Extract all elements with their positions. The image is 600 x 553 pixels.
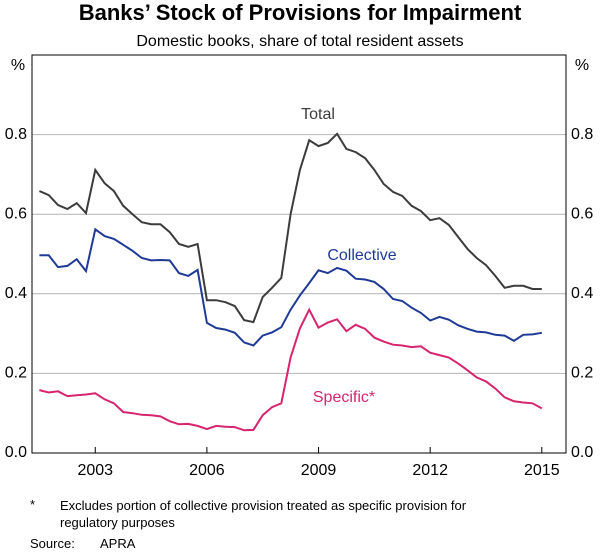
series-line <box>39 227 542 347</box>
series-label: Collective <box>327 247 396 264</box>
y2-tick-label: 0.4 <box>571 285 593 302</box>
series-line <box>39 132 542 324</box>
y2-tick-label: 0.0 <box>571 444 593 461</box>
x-tick-label: 2003 <box>77 462 113 479</box>
y-unit: % <box>11 57 25 74</box>
y2-tick-label: 0.6 <box>571 205 593 222</box>
y2-unit: % <box>575 57 589 74</box>
y2-tick-label: 0.8 <box>571 126 593 143</box>
series-label: Specific* <box>313 389 375 406</box>
y-tick-label: 0.0 <box>5 444 27 461</box>
source-label: Source: <box>30 536 75 551</box>
footnote-text: Excludes portion of collective provision… <box>60 498 467 530</box>
x-tick-label: 2015 <box>524 462 560 479</box>
x-tick-label: 2009 <box>301 462 337 479</box>
chart-subtitle: Domestic books, share of total resident … <box>136 33 463 50</box>
x-tick-label: 2012 <box>412 462 448 479</box>
x-tick-label: 2006 <box>189 462 225 479</box>
y-tick-label: 0.8 <box>5 126 27 143</box>
y2-tick-label: 0.2 <box>571 365 593 382</box>
chart: Banks’ Stock of Provisions for Impairmen… <box>5 0 594 479</box>
source-text: APRA <box>100 536 136 551</box>
plot-frame <box>31 54 567 454</box>
y-tick-label: 0.6 <box>5 205 27 222</box>
chart-title: Banks’ Stock of Provisions for Impairmen… <box>79 0 522 25</box>
y-tick-label: 0.4 <box>5 285 27 302</box>
series-label: Total <box>301 106 335 123</box>
footnote-marker: * <box>30 497 36 512</box>
y-tick-label: 0.2 <box>5 365 27 382</box>
series-line <box>39 307 543 432</box>
